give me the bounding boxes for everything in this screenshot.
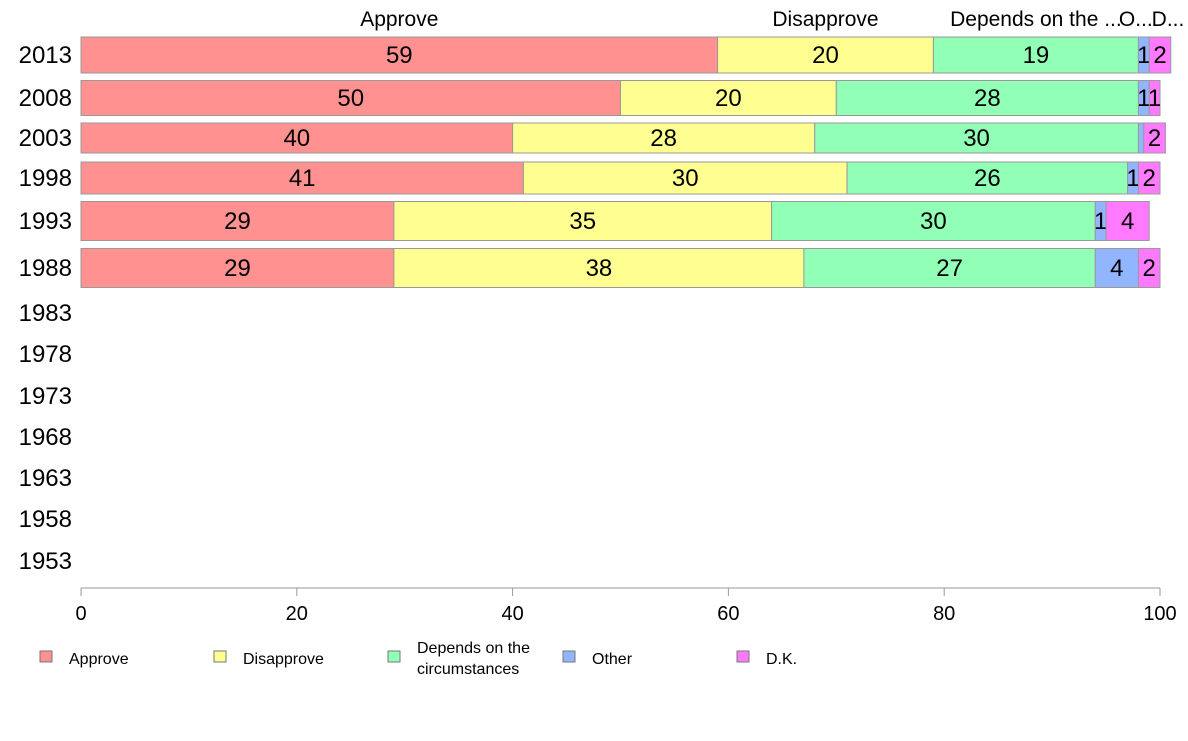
- legend-swatch-2: [387, 650, 401, 663]
- bar-1988-d-k-: [1137, 248, 1161, 288]
- bar-2003-approve: [80, 122, 514, 154]
- x-tick-label-40: 40: [501, 603, 523, 625]
- legend-label-2-0: Depends on the: [417, 640, 530, 657]
- bar-1993-approve: [80, 201, 395, 241]
- data-label-2008-4: 1: [1148, 85, 1161, 112]
- bar-1998-approve: [80, 161, 524, 195]
- year-label-1953: 1953: [19, 548, 72, 575]
- bar-2013-d-k-: [1148, 36, 1172, 74]
- x-tick-label-80: 80: [933, 603, 955, 625]
- data-label-2003-0: 40: [283, 125, 310, 152]
- bar-1993-depends-on-the-circumstances: [771, 201, 1096, 241]
- top-series-label-2: Depends on the ...: [950, 8, 1122, 31]
- data-label-2013-0: 59: [386, 42, 413, 69]
- bar-1993-d-k-: [1105, 201, 1150, 241]
- data-label-2013-2: 19: [1023, 42, 1050, 69]
- top-series-label-3: O...: [1119, 8, 1153, 31]
- bar-1988-depends-on-the-circumstances: [803, 248, 1096, 288]
- data-label-1988-1: 38: [586, 255, 613, 282]
- year-label-1993: 1993: [19, 208, 72, 235]
- data-label-1998-0: 41: [289, 165, 316, 192]
- legend-label-4: D.K.: [766, 651, 797, 668]
- bar-1998-d-k-: [1137, 161, 1161, 195]
- year-label-2013: 2013: [19, 42, 72, 69]
- bar-1988-disapprove: [393, 248, 805, 288]
- bar-2008-d-k-: [1148, 80, 1161, 116]
- data-label-2008-0: 50: [337, 85, 364, 112]
- data-label-2008-2: 28: [974, 85, 1001, 112]
- year-label-1978: 1978: [19, 341, 72, 368]
- legend-swatch-3: [562, 650, 576, 663]
- legend-label-3: Other: [592, 651, 633, 668]
- year-label-1983: 1983: [19, 300, 72, 327]
- bar-2008-disapprove: [620, 80, 837, 116]
- bar-1988-approve: [80, 248, 395, 288]
- year-label-1968: 1968: [19, 424, 72, 451]
- data-label-1993-1: 35: [569, 208, 596, 235]
- bar-2013-disapprove: [717, 36, 934, 74]
- legend-label-1: Disapprove: [243, 651, 324, 668]
- x-tick-label-0: 0: [75, 603, 86, 625]
- data-label-1998-1: 30: [672, 165, 699, 192]
- top-series-label-4: D...: [1152, 8, 1185, 31]
- data-label-2013-3: 1: [1137, 42, 1150, 69]
- year-label-1988: 1988: [19, 255, 72, 282]
- bar-2003-d-k-: [1143, 122, 1166, 154]
- top-series-label-1: Disapprove: [772, 8, 878, 31]
- year-label-1963: 1963: [19, 465, 72, 492]
- bar-2003-depends-on-the-circumstances: [814, 122, 1139, 154]
- data-label-1988-4: 2: [1143, 255, 1156, 282]
- bar-2008-approve: [80, 80, 621, 116]
- bar-1998-depends-on-the-circumstances: [846, 161, 1129, 195]
- data-label-2008-3: 1: [1137, 85, 1150, 112]
- data-label-2003-4: 2: [1148, 125, 1161, 152]
- data-label-2008-1: 20: [715, 85, 742, 112]
- data-label-2013-1: 20: [812, 42, 839, 69]
- data-label-1993-2: 30: [920, 208, 947, 235]
- bar-1998-disapprove: [522, 161, 848, 195]
- bar-1993-disapprove: [393, 201, 773, 241]
- legend-swatch-0: [39, 650, 53, 663]
- legend-label-0: Approve: [69, 651, 129, 668]
- data-label-1993-4: 4: [1121, 208, 1134, 235]
- data-label-1998-2: 26: [974, 165, 1001, 192]
- x-tick-label-20: 20: [286, 603, 308, 625]
- year-label-1958: 1958: [19, 506, 72, 533]
- x-tick-label-100: 100: [1143, 603, 1176, 625]
- data-label-1988-3: 4: [1110, 255, 1123, 282]
- data-label-1993-3: 1: [1094, 208, 1107, 235]
- data-label-1998-3: 1: [1126, 165, 1139, 192]
- bar-2003-other: [1137, 122, 1145, 154]
- year-label-2008: 2008: [19, 85, 72, 112]
- data-label-1988-2: 27: [936, 255, 963, 282]
- data-label-2003-2: 30: [963, 125, 990, 152]
- data-label-1998-4: 2: [1143, 165, 1156, 192]
- legend-swatch-4: [736, 650, 750, 663]
- x-tick-label-60: 60: [717, 603, 739, 625]
- data-label-2003-1: 28: [650, 125, 677, 152]
- data-label-2013-4: 2: [1153, 42, 1166, 69]
- year-label-2003: 2003: [19, 125, 72, 152]
- top-series-label-0: Approve: [360, 8, 438, 31]
- data-label-1993-0: 29: [224, 208, 251, 235]
- bar-2008-depends-on-the-circumstances: [835, 80, 1139, 116]
- legend-label-2-1: circumstances: [417, 661, 519, 678]
- legend-swatch-1: [213, 650, 227, 663]
- year-label-1998: 1998: [19, 165, 72, 192]
- data-label-1988-0: 29: [224, 255, 251, 282]
- year-label-1973: 1973: [19, 383, 72, 410]
- bar-2013-approve: [80, 36, 719, 74]
